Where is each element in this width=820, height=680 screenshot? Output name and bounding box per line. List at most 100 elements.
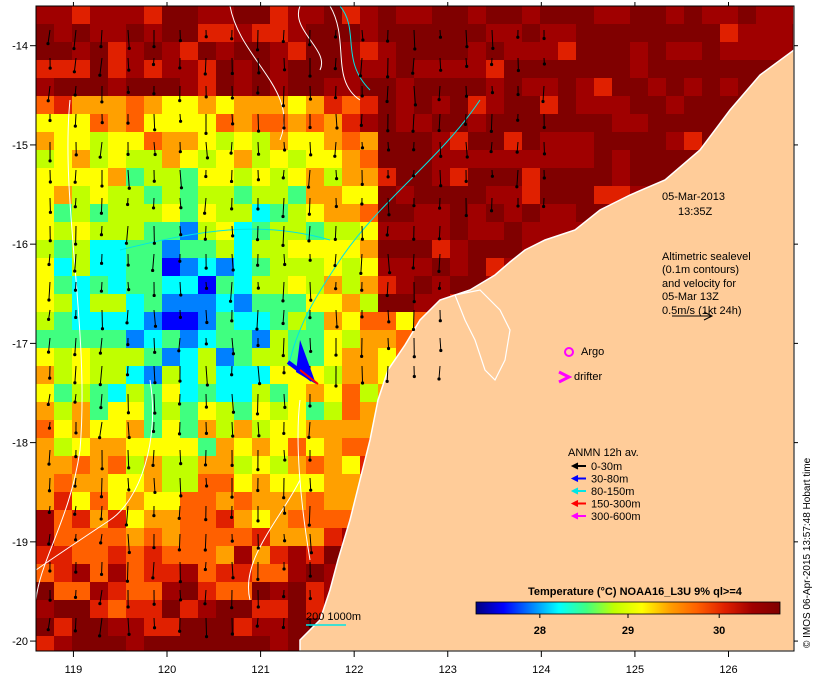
sst-cell [162,348,180,366]
velocity-vector-head [127,488,131,492]
velocity-vector-head [46,42,50,46]
velocity-vector-head [74,242,78,246]
velocity-vector [204,197,207,214]
velocity-vector [204,225,207,240]
velocity-vector [360,253,363,274]
sst-cell [234,6,252,24]
sst-cell [234,204,252,222]
velocity-vector-head [334,353,338,357]
sst-cell [180,618,198,636]
velocity-vector-head [281,299,285,303]
velocity-vector-head [126,343,130,347]
plot-frame [35,5,795,652]
sst-cell [90,258,108,276]
sst-cell [252,204,270,222]
velocity-vector-head [74,431,78,435]
sst-cell [144,582,162,600]
sst-cell [540,114,558,132]
velocity-vector-head [230,606,234,610]
velocity-vector-head [256,468,260,472]
lat-tick-label: -14 [12,41,28,53]
velocity-vector-head [126,90,130,94]
sst-cell [306,330,324,348]
velocity-vector [99,617,103,636]
velocity-vector-head [387,213,391,217]
sst-cell [666,6,684,24]
sst-cell [324,222,342,240]
sst-cell [252,366,270,384]
sst-cell [540,60,558,78]
sst-cell [252,276,270,294]
sst-cell [324,528,342,546]
velocity-vector-head [282,371,286,375]
anmn-arrowhead [570,475,579,482]
sst-cell [378,60,396,78]
sst-cell [126,474,144,492]
velocity-vector-head [437,128,441,133]
sst-cell [72,132,90,150]
velocity-vector-head [47,542,51,546]
sst-cell [108,60,126,78]
sst-cell [792,276,794,294]
sst-cell [270,258,288,276]
velocity-vector-head [360,288,364,292]
sst-cell [90,78,108,96]
sst-cell [234,186,252,204]
sst-cell [126,204,144,222]
sst-cell [36,348,54,366]
velocity-vector-head [73,180,77,184]
sst-cell [450,168,468,186]
sst-cell [792,204,794,222]
velocity-vector-head [152,514,156,518]
sst-cell [270,330,288,348]
sst-cell [72,528,90,546]
sst-cell [90,438,108,456]
sst-cell [90,114,108,132]
sst-cell [792,402,794,420]
sst-cell [108,114,126,132]
sst-cell [270,438,288,456]
sst-cell [666,24,684,42]
sst-cell [90,150,108,168]
sst-cell [54,150,72,168]
velocity-vector [412,57,415,74]
sst-cell [576,42,594,60]
lon-tick-label: 120 [158,664,176,676]
sst-cell [126,294,144,312]
sst-cell [288,78,306,96]
velocity-vector-head [99,406,103,410]
velocity-vector [179,449,182,464]
velocity-vector [47,393,51,405]
sst-cell [162,276,180,294]
sst-cell [594,96,612,114]
sst-cell [54,168,72,186]
sst-cell [306,600,324,618]
velocity-vector-head [205,156,210,160]
velocity-vector-head [73,93,77,97]
velocity-vector [153,113,156,130]
sst-cell [36,42,54,60]
sst-cell [342,60,360,78]
sst-cell [360,42,378,60]
sst-cell [126,438,144,456]
sst-cell [306,492,324,510]
velocity-vector [542,85,545,102]
velocity-vector-head [230,37,234,41]
sst-cell [216,528,234,546]
velocity-vector [74,365,77,383]
anmn-arrowhead [570,487,579,495]
velocity-vector-head [463,122,468,126]
sst-cell [756,6,774,24]
sst-cell [324,420,342,438]
sst-cell [234,582,252,600]
sst-cell [234,366,252,384]
sst-cell [162,150,180,168]
velocity-vector-head [127,435,131,440]
sst-cell [270,24,288,42]
sst-cell [468,204,486,222]
velocity-vector-head [281,214,285,219]
sst-cell [270,474,288,492]
sst-cell [198,330,216,348]
sst-cell [342,276,360,294]
sst-cell [252,618,270,636]
